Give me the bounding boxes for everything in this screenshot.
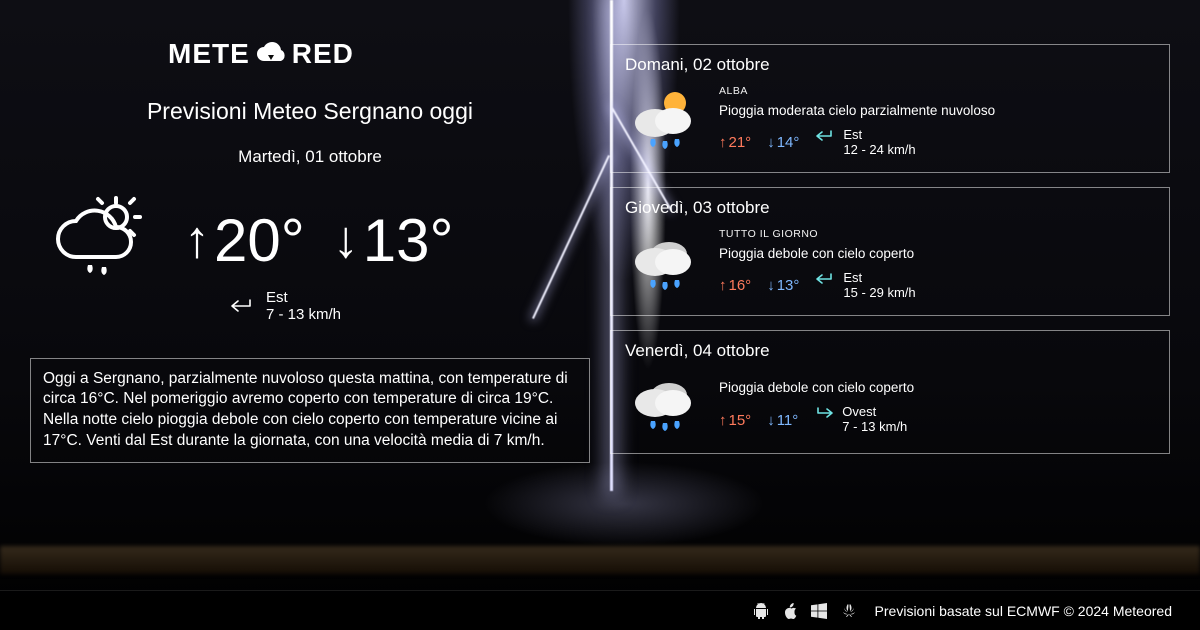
footer-credit: Previsioni basate sul ECMWF © 2024 Meteo… <box>875 603 1172 619</box>
forecast-period: TUTTO IL GIORNO <box>719 228 1155 240</box>
forecast-low: ↓14° <box>767 134 799 151</box>
forecast-wind: Est15 - 29 km/h <box>815 271 915 301</box>
forecast-date: Domani, 02 ottobre <box>625 55 1155 75</box>
forecast-high: ↑21° <box>719 134 751 151</box>
huawei-icon <box>841 603 857 619</box>
left-column: METE RED Previsioni Meteo Sergnano oggi … <box>30 30 590 590</box>
forecast-high: ↑15° <box>719 412 751 429</box>
brand-name-left: METE <box>168 38 250 70</box>
forecast-card: Domani, 02 ottobre ALBA Pioggia moderata… <box>610 44 1170 173</box>
forecast-high: ↑16° <box>719 277 751 294</box>
summary-box: Oggi a Sergnano, parzialmente nuvoloso q… <box>30 358 590 464</box>
windows-icon <box>811 603 827 619</box>
wind-arrow-left-icon <box>230 297 256 315</box>
forecast-wind: Ovest7 - 13 km/h <box>814 405 907 435</box>
forecast-card: Venerdì, 04 ottobre Pioggia debole con c… <box>610 330 1170 454</box>
forecast-low: ↓11° <box>767 412 798 429</box>
forecast-date: Giovedì, 03 ottobre <box>625 198 1155 218</box>
today-low: ↓13° <box>333 206 454 275</box>
today-wind-dir: Est <box>266 289 341 306</box>
wind-arrow-left-icon <box>815 128 837 144</box>
brand-logo: METE RED <box>168 38 590 70</box>
apple-icon <box>783 603 797 619</box>
page-title: Previsioni Meteo Sergnano oggi <box>30 98 590 125</box>
today-wind-speed: 7 - 13 km/h <box>266 306 341 323</box>
forecast-column: Domani, 02 ottobre ALBA Pioggia moderata… <box>610 30 1170 590</box>
forecast-desc: Pioggia moderata cielo parzialmente nuvo… <box>719 103 1155 118</box>
today-date: Martedì, 01 ottobre <box>30 147 590 167</box>
forecast-low: ↓13° <box>767 277 799 294</box>
forecast-desc: Pioggia debole con cielo coperto <box>719 246 1155 261</box>
footer: Previsioni basate sul ECMWF © 2024 Meteo… <box>0 590 1200 630</box>
wind-arrow-right-icon <box>814 405 836 421</box>
sun-cloud-rain-icon <box>625 87 705 155</box>
today-wind: Est 7 - 13 km/h <box>230 289 590 324</box>
today-high: ↑20° <box>184 206 305 275</box>
brand-name-right: RED <box>292 38 354 70</box>
sun-cloud-rain-icon <box>50 195 160 285</box>
brand-cloud-icon <box>254 41 288 67</box>
arrow-up-icon: ↑ <box>184 210 210 270</box>
forecast-desc: Pioggia debole con cielo coperto <box>719 380 1155 395</box>
android-icon <box>753 603 769 619</box>
today-main-row: ↑20° ↓13° <box>50 195 590 285</box>
cloud-rain-icon <box>625 230 705 298</box>
forecast-date: Venerdì, 04 ottobre <box>625 341 1155 361</box>
arrow-down-icon: ↓ <box>333 210 359 270</box>
forecast-card: Giovedì, 03 ottobre TUTTO IL GIORNO Piog… <box>610 187 1170 316</box>
wind-arrow-left-icon <box>815 271 837 287</box>
forecast-wind: Est12 - 24 km/h <box>815 128 915 158</box>
forecast-period: ALBA <box>719 85 1155 97</box>
cloud-rain-icon <box>625 371 705 439</box>
